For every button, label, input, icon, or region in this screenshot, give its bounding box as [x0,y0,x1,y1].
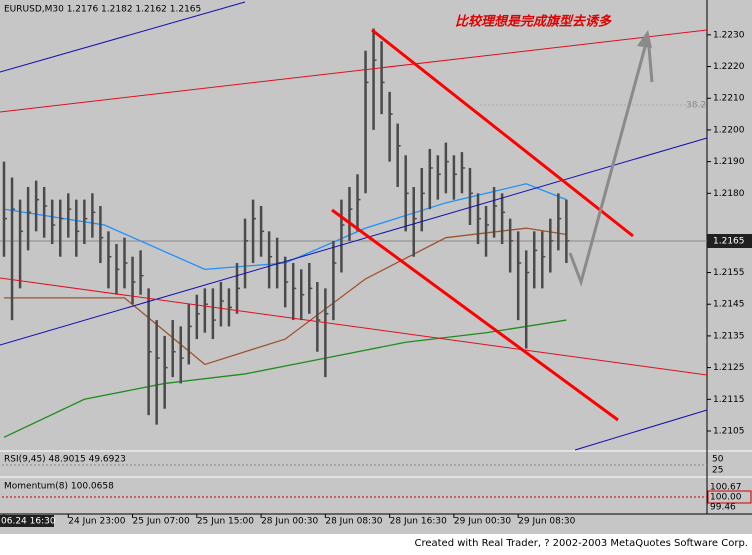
pane-label: Momentum(8) 100.0658 [4,482,114,492]
fib-label: 38.2 [686,101,706,111]
last-price-label: 1.2165 [713,236,745,246]
annotation: 比较理想是完成旗型去诱多 [455,14,612,30]
pane-axis-label: 99.46 [710,503,736,513]
y-tick-label: 1.2135 [713,331,745,341]
trend-line [0,1,246,73]
y-tick-label: 1.2230 [713,30,745,40]
x-tick-label: 25 Jun 07:00 [133,517,190,527]
channel-line [371,28,634,238]
indicator-line [3,319,567,438]
y-tick-label: 1.2210 [713,94,745,104]
pane-axis-label: 100.67 [710,483,742,493]
x-tick-label: 06.24 16:30 [1,517,56,527]
y-tick-label: 1.2145 [713,300,745,310]
trend-line [574,409,708,451]
x-tick-label: 28 Jun 00:30 [261,517,318,527]
x-tick-label: 25 Jun 15:00 [197,517,254,527]
pane-axis-box [707,490,752,504]
header: EURUSD,M30 1.2176 1.2182 1.2162 1.2165 [4,5,201,15]
trend-line [0,277,708,376]
y-tick-label: 1.2200 [713,125,745,135]
trend-line [0,29,708,113]
arrow-head [637,30,652,48]
pane-label: RSI(9,45) 48.9015 49.6923 [4,455,126,465]
trend-line [0,137,708,346]
y-tick-label: 1.2115 [713,395,745,405]
pane-axis-label: 25 [712,466,723,476]
forecast-arrow [568,35,654,287]
y-tick-label: 1.2190 [713,157,745,167]
x-tick-label: 24 Jun 23:00 [68,517,125,527]
y-tick-label: 1.2105 [713,426,745,436]
y-tick-label: 1.2220 [713,62,745,72]
footer: Created with Real Trader, ? 2002-2003 Me… [414,538,748,549]
y-tick-label: 1.2155 [713,268,745,278]
last-price-box [707,234,752,248]
x-tick-highlight [0,515,54,527]
plot [2,28,570,438]
pane-axis-label: 50 [712,455,724,465]
pane-axis-label: 100.00 [710,493,742,503]
x-tick-label: 28 Jun 16:30 [390,517,447,527]
y-tick-label: 1.2125 [713,363,745,373]
channel-line [331,208,619,422]
x-tick-label: 29 Jun 00:30 [454,517,511,527]
indicator-line [3,183,567,271]
x-tick-label: 28 Jun 08:30 [325,517,382,527]
x-tick-label: 29 Jun 08:30 [518,517,575,527]
y-tick-label: 1.2180 [713,189,745,199]
